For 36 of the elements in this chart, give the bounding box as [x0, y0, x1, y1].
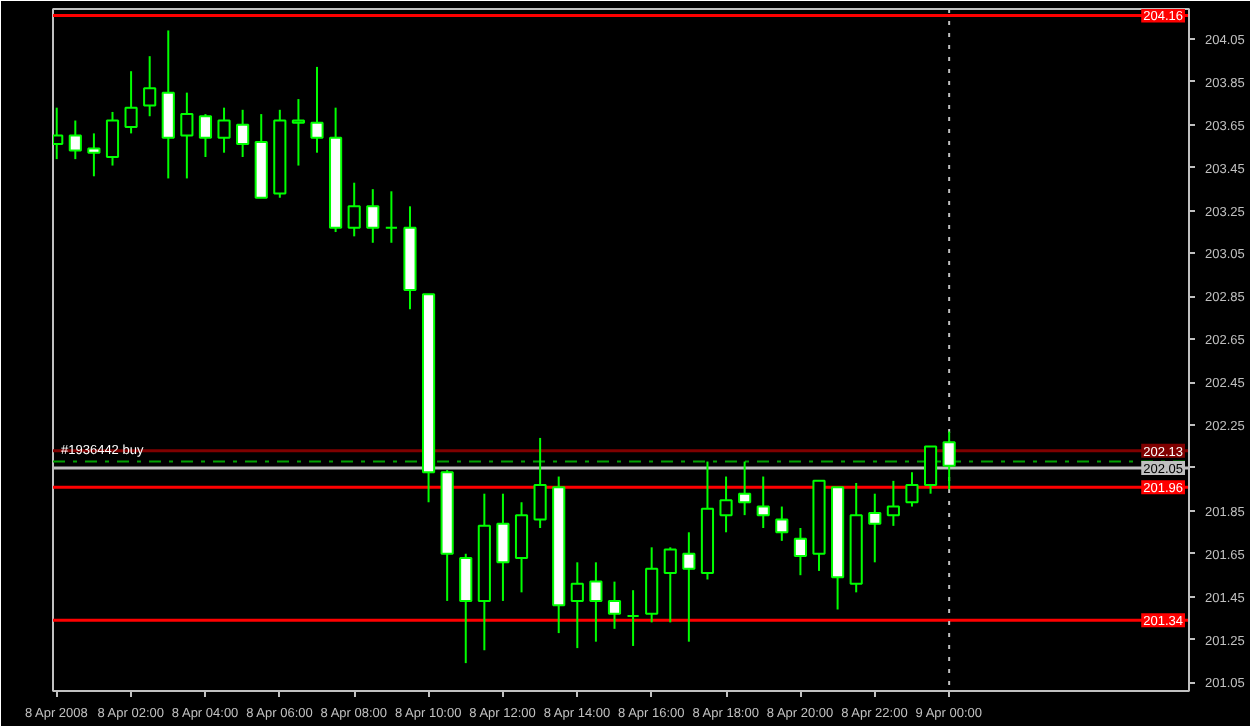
candlestick	[496, 492, 510, 602]
candlestick	[942, 430, 956, 491]
candlestick	[775, 505, 789, 542]
candlestick	[570, 561, 584, 650]
candlestick	[533, 436, 547, 530]
candlestick	[310, 65, 324, 154]
candlestick	[143, 55, 157, 118]
candlestick	[626, 589, 640, 647]
candlestick	[198, 113, 213, 158]
candlestick	[589, 561, 603, 643]
candlestick	[645, 546, 659, 624]
candlestick	[459, 552, 473, 665]
candlestick	[87, 132, 101, 178]
candlestick	[905, 471, 919, 508]
candlestick	[886, 479, 900, 527]
candlestick	[384, 190, 398, 244]
candlestick	[793, 527, 807, 577]
candlestick	[366, 188, 380, 244]
candlestick	[236, 108, 250, 158]
candlestick	[291, 98, 305, 167]
candlestick	[682, 531, 696, 643]
candlestick	[607, 580, 622, 630]
candlestick	[124, 70, 138, 135]
candlestick	[756, 475, 770, 530]
candlestick	[663, 546, 677, 624]
candlestick	[180, 91, 194, 180]
candlestick	[719, 475, 733, 534]
candlestick	[923, 445, 938, 495]
candlestick	[68, 119, 82, 161]
candlestick	[105, 110, 120, 167]
candlestick	[868, 492, 882, 564]
candlestick	[161, 29, 175, 180]
candlestick	[738, 460, 752, 517]
candlestick	[217, 106, 231, 154]
candlestick	[514, 501, 529, 594]
candlestick	[347, 181, 361, 238]
